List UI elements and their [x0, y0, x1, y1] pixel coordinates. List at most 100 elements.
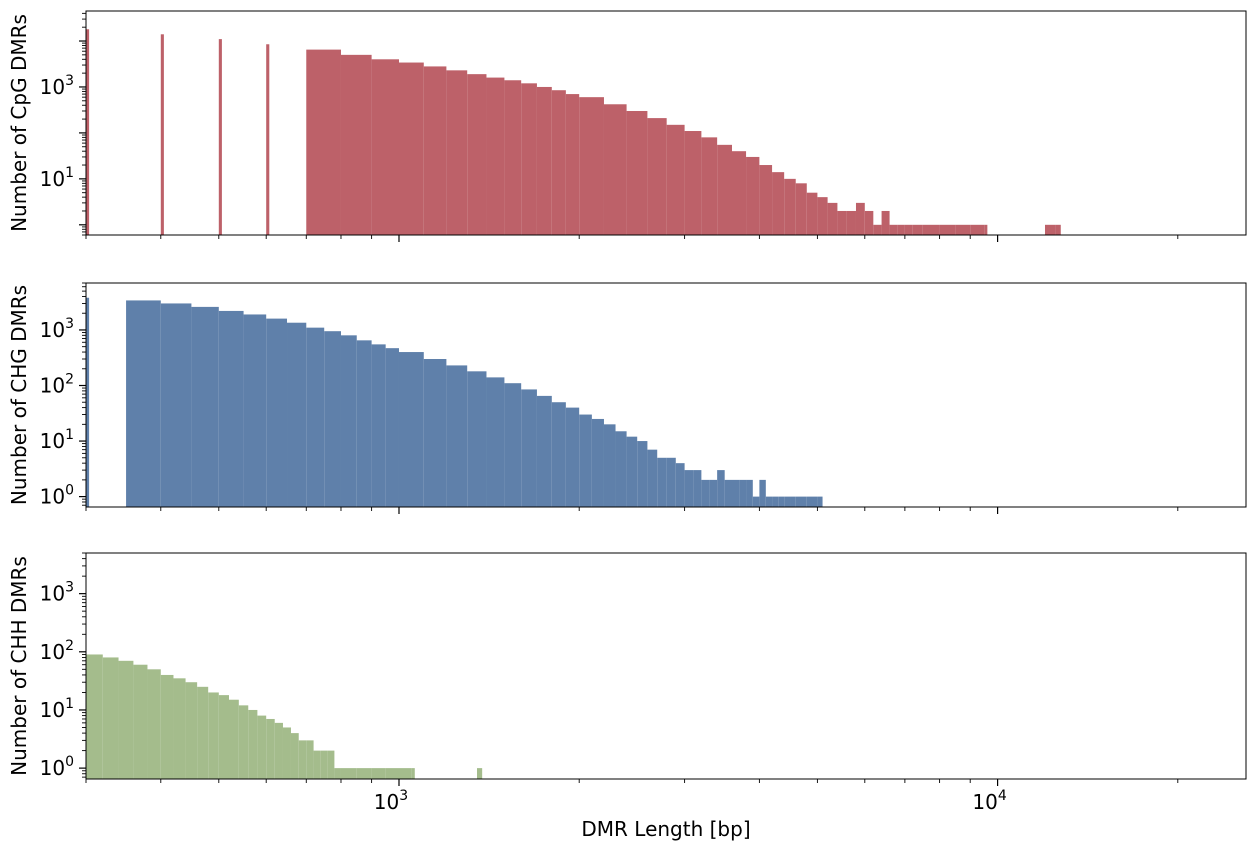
bar — [306, 740, 314, 779]
y-axis-label: Number of CpG DMRs — [7, 14, 31, 232]
bar — [778, 496, 785, 507]
y-tick-label: 103 — [40, 73, 74, 99]
x-tick-label: 104 — [972, 788, 1006, 814]
bar — [746, 479, 753, 507]
bar — [266, 318, 288, 507]
bar — [772, 496, 779, 507]
bar — [306, 49, 341, 235]
bar — [889, 224, 898, 235]
bar — [626, 436, 638, 507]
bar — [806, 192, 818, 235]
bar — [486, 77, 505, 235]
bar — [399, 768, 412, 779]
bar — [423, 359, 447, 507]
bar — [340, 335, 357, 507]
bar — [385, 348, 399, 507]
y-tick-label: 100 — [40, 483, 74, 509]
bar — [955, 224, 971, 235]
bar — [790, 496, 796, 507]
bar — [657, 457, 667, 507]
bar — [536, 86, 552, 236]
bar — [160, 303, 192, 507]
bar — [837, 210, 847, 235]
bar — [881, 210, 890, 235]
bar — [922, 224, 934, 235]
bar — [666, 124, 685, 235]
bar — [218, 39, 222, 235]
bar — [912, 224, 923, 235]
bar — [666, 457, 676, 507]
bar — [752, 496, 760, 507]
bar — [133, 664, 148, 779]
bar — [684, 131, 702, 235]
bar — [229, 699, 239, 779]
bar — [717, 144, 732, 235]
bar — [717, 470, 725, 507]
bar — [197, 686, 209, 779]
bar — [446, 70, 468, 235]
bar — [208, 692, 219, 779]
bar — [827, 202, 838, 235]
bar — [1055, 224, 1061, 235]
bar — [185, 682, 198, 779]
bar — [647, 449, 658, 507]
bar — [399, 62, 424, 235]
bar — [647, 118, 667, 235]
bar — [615, 431, 627, 507]
bar — [709, 479, 718, 507]
bar — [846, 210, 856, 235]
bar — [784, 178, 796, 235]
y-tick-label: 103 — [40, 316, 74, 342]
bar — [565, 407, 580, 507]
bar — [551, 402, 566, 507]
bar — [399, 352, 424, 507]
bar — [266, 44, 270, 236]
bar — [257, 715, 267, 779]
bar — [298, 740, 307, 779]
bar — [551, 90, 566, 236]
bar — [795, 496, 807, 507]
bar — [579, 97, 604, 235]
bar — [126, 300, 161, 507]
bar — [243, 314, 267, 507]
bar — [933, 224, 940, 235]
bar — [864, 210, 874, 235]
bar — [86, 29, 90, 236]
bar — [102, 657, 119, 779]
bar — [467, 74, 487, 236]
bar — [984, 224, 988, 235]
bar — [873, 224, 882, 235]
bar — [274, 722, 283, 779]
bar — [313, 750, 321, 779]
bar — [701, 479, 710, 507]
bar — [467, 371, 487, 507]
bar — [897, 224, 905, 235]
bar — [603, 104, 627, 236]
bar — [340, 54, 372, 235]
bar — [324, 331, 341, 507]
cpg-panel: 101 103 Number of CpG DMRs — [7, 10, 1247, 242]
bar — [385, 768, 399, 779]
bar — [759, 479, 766, 507]
bar — [173, 678, 186, 779]
bar — [795, 183, 807, 235]
bar — [970, 224, 985, 235]
bar — [334, 768, 341, 779]
bar — [118, 660, 134, 779]
bar — [371, 768, 386, 779]
bar — [765, 496, 773, 507]
bar — [724, 479, 732, 507]
bar — [536, 395, 552, 507]
y-tick-label: 102 — [40, 372, 74, 398]
bar — [238, 705, 249, 779]
bar — [446, 365, 468, 507]
axes-frame — [85, 282, 1247, 508]
bar — [191, 306, 219, 507]
bar — [477, 768, 483, 779]
y-tick-label: 101 — [40, 165, 74, 191]
bar — [579, 414, 592, 507]
bar — [371, 59, 399, 235]
chg-panel: 100 101 102 103 Number of CHG DMRs — [7, 282, 1247, 514]
bar — [160, 34, 164, 235]
